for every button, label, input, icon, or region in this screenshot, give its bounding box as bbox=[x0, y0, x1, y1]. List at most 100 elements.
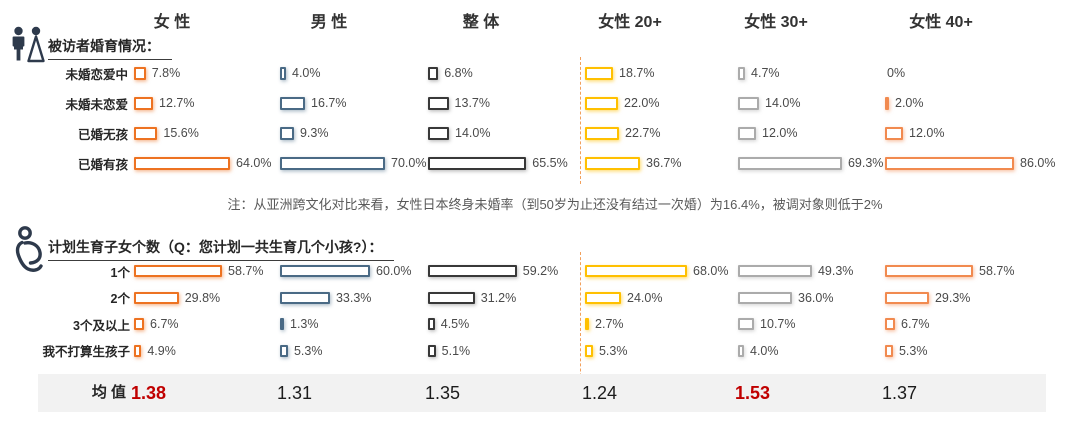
bar-female-20plus bbox=[585, 96, 618, 110]
bar-male bbox=[280, 156, 385, 170]
bar-female bbox=[134, 126, 158, 140]
bar-female-40plus bbox=[885, 291, 929, 304]
bar-male bbox=[280, 96, 306, 110]
value-label: 22.7% bbox=[625, 126, 661, 140]
table-row: 未婚恋爱中 7.8% 4.0% 6.8% 18.7% 4.7% 0% bbox=[0, 58, 1080, 88]
row-label: 3个及以上 bbox=[73, 318, 130, 333]
row-label: 我不打算生孩子 bbox=[42, 345, 130, 360]
value-label: 6.7% bbox=[901, 317, 930, 332]
value-label: 5.3% bbox=[293, 343, 323, 358]
bar-overall bbox=[428, 265, 517, 278]
bar-cell-overall: 13.7% bbox=[428, 88, 490, 118]
value-label: 15.6% bbox=[163, 126, 199, 140]
value-label: 5.3% bbox=[598, 343, 628, 358]
bar-cell-female-40plus: 29.3% bbox=[885, 285, 970, 312]
bar-cell-female: 64.0% bbox=[134, 148, 271, 178]
column-header-female-20plus: 女性 20+ bbox=[598, 14, 662, 31]
bar-female bbox=[134, 291, 179, 304]
bar-female-20plus bbox=[585, 265, 687, 278]
value-label: 22.0% bbox=[624, 96, 660, 110]
bar-cell-female-20plus: 5.3% bbox=[585, 338, 627, 365]
value-label: 4.9% bbox=[147, 343, 176, 358]
value-label: 49.3% bbox=[817, 264, 854, 279]
value-label: 60.0% bbox=[376, 264, 412, 279]
bar-male bbox=[280, 265, 370, 278]
value-label: 18.7% bbox=[619, 66, 655, 80]
mean-value-female: 1.38 bbox=[131, 383, 167, 403]
value-label: 6.7% bbox=[150, 317, 179, 332]
bar-female-40plus bbox=[885, 156, 1014, 170]
bar-overall bbox=[428, 344, 436, 357]
bar-cell-female-20plus: 36.7% bbox=[585, 148, 682, 178]
table-row: 已婚有孩 64.0% 70.0% 65.5% 36.7% 69.3% 86.0% bbox=[0, 148, 1080, 178]
value-label: 33.3% bbox=[335, 290, 372, 305]
value-label: 6.8% bbox=[444, 66, 473, 80]
value-label: 58.7% bbox=[228, 264, 264, 279]
bar-cell-female-40plus: 6.7% bbox=[885, 311, 930, 338]
value-label: 5.1% bbox=[441, 343, 471, 358]
bar-cell-female-40plus: 12.0% bbox=[885, 118, 944, 148]
bar-female bbox=[134, 318, 145, 331]
table-row: 未婚未恋爱 12.7% 16.7% 13.7% 22.0% 14.0% 2.0% bbox=[0, 88, 1080, 118]
bar-cell-male: 4.0% bbox=[280, 58, 321, 88]
bar-cell-overall: 4.5% bbox=[428, 311, 469, 338]
bar-cell-female-30plus: 10.7% bbox=[738, 311, 796, 338]
bar-overall bbox=[428, 96, 449, 110]
value-label: 4.0% bbox=[750, 343, 779, 358]
bar-cell-overall: 31.2% bbox=[428, 285, 516, 312]
pregnant-woman-icon bbox=[13, 226, 45, 279]
bar-cell-female-30plus: 69.3% bbox=[738, 148, 883, 178]
bar-female bbox=[134, 156, 230, 170]
bar-cell-female: 29.8% bbox=[134, 285, 220, 312]
value-label: 0% bbox=[887, 66, 906, 80]
mean-row-label: 均 值 bbox=[91, 384, 126, 401]
bar-female-20plus bbox=[585, 66, 614, 80]
footnote: 注：从亚洲跨文化对比来看，女性日本终身未婚率（到50岁为止还没有结过一次婚）为1… bbox=[227, 197, 883, 212]
bar-overall bbox=[428, 126, 449, 140]
bar-female bbox=[134, 344, 142, 357]
value-label: 31.2% bbox=[480, 290, 517, 305]
dashed-separator-bottom bbox=[580, 252, 581, 412]
bar-male bbox=[280, 291, 330, 304]
row-label: 1个 bbox=[110, 265, 130, 280]
value-label: 1.3% bbox=[290, 317, 319, 332]
value-label: 10.7% bbox=[760, 317, 796, 332]
row-label: 未婚恋爱中 bbox=[65, 67, 128, 82]
column-header-male: 男 性 bbox=[310, 14, 348, 31]
bar-cell-overall: 59.2% bbox=[428, 258, 558, 285]
bar-cell-female: 58.7% bbox=[134, 258, 264, 285]
bar-female bbox=[134, 96, 154, 110]
value-label: 12.0% bbox=[909, 126, 945, 140]
bar-female-30plus bbox=[738, 291, 792, 304]
table-row: 我不打算生孩子 4.9% 5.3% 5.1% 5.3% 4.0% 5.3% bbox=[0, 338, 1080, 365]
bar-cell-female-30plus: 36.0% bbox=[738, 285, 833, 312]
bar-overall bbox=[428, 156, 527, 170]
bar-cell-male: 5.3% bbox=[280, 338, 322, 365]
bar-female-40plus bbox=[885, 318, 896, 331]
dashed-separator-top bbox=[580, 57, 581, 184]
section-title-marriage: 被访者婚育情况： bbox=[48, 36, 172, 60]
bar-cell-female-20plus: 2.7% bbox=[585, 311, 624, 338]
value-label: 29.8% bbox=[184, 290, 221, 305]
bar-female bbox=[134, 66, 146, 80]
row-label: 已婚有孩 bbox=[77, 157, 128, 172]
value-label: 14.0% bbox=[455, 126, 491, 140]
section-title-children: 计划生育子女个数（Q：您计划一共生育几个小孩?）： bbox=[48, 237, 395, 261]
value-label: 29.3% bbox=[934, 290, 971, 305]
value-label: 68.0% bbox=[693, 264, 729, 279]
bar-cell-male: 70.0% bbox=[280, 148, 426, 178]
value-label: 14.0% bbox=[765, 96, 801, 110]
value-label: 13.7% bbox=[454, 96, 490, 110]
bar-overall bbox=[428, 66, 439, 80]
bar-cell-overall: 14.0% bbox=[428, 118, 490, 148]
bar-cell-female-20plus: 24.0% bbox=[585, 285, 662, 312]
value-label: 7.8% bbox=[151, 66, 181, 80]
bar-male bbox=[280, 66, 286, 80]
bar-female-20plus bbox=[585, 318, 590, 331]
bar-female bbox=[134, 265, 223, 278]
bar-male bbox=[280, 318, 284, 331]
bar-cell-female-40plus: 2.0% bbox=[885, 88, 924, 118]
column-header-female: 女 性 bbox=[153, 14, 191, 31]
bar-cell-female: 12.7% bbox=[134, 88, 195, 118]
value-label: 86.0% bbox=[1020, 156, 1056, 170]
